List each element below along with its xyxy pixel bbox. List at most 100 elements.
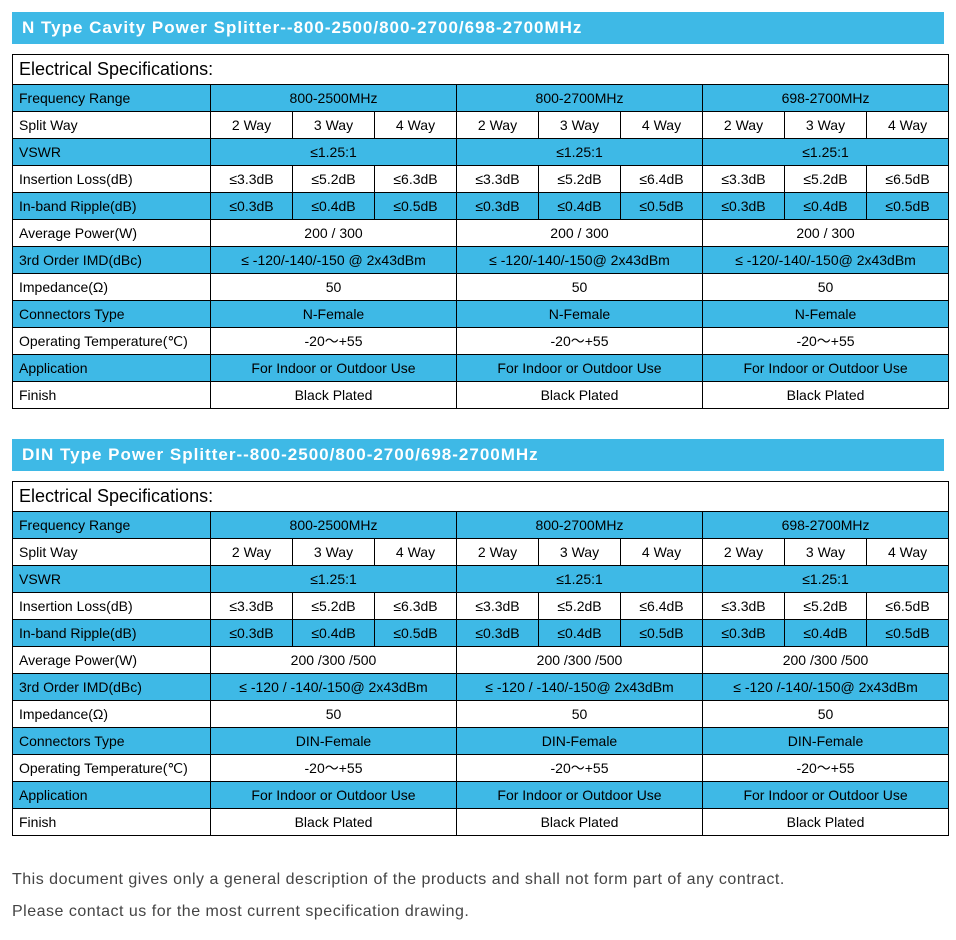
cell: ≤0.4dB <box>785 193 867 220</box>
cell: 200 /300 /500 <box>211 647 457 674</box>
cell: ≤6.3dB <box>375 593 457 620</box>
table-row: Average Power(W)200 /300 /500200 /300 /5… <box>13 647 949 674</box>
cell: ≤ -120 / -140/-150@ 2x43dBm <box>457 674 703 701</box>
row-label: 3rd Order IMD(dBc) <box>13 247 211 274</box>
cell: 698-2700MHz <box>703 85 949 112</box>
cell: 50 <box>211 701 457 728</box>
cell: N-Female <box>457 301 703 328</box>
table-row: VSWR≤1.25:1≤1.25:1≤1.25:1 <box>13 566 949 593</box>
table-row: Split Way2 Way3 Way4 Way2 Way3 Way4 Way2… <box>13 112 949 139</box>
cell: ≤0.4dB <box>293 193 375 220</box>
row-label: VSWR <box>13 566 211 593</box>
cell: For Indoor or Outdoor Use <box>457 782 703 809</box>
cell: -20～+55 <box>457 755 703 782</box>
cell: DIN-Female <box>457 728 703 755</box>
table-row: FinishBlack PlatedBlack PlatedBlack Plat… <box>13 382 949 409</box>
cell: 4 Way <box>867 112 949 139</box>
cell: ≤0.4dB <box>293 620 375 647</box>
cell: 200 /300 /500 <box>703 647 949 674</box>
row-label: Connectors Type <box>13 728 211 755</box>
table-row: In-band Ripple(dB)≤0.3dB≤0.4dB≤0.5dB≤0.3… <box>13 620 949 647</box>
cell: ≤0.5dB <box>375 620 457 647</box>
cell: ≤3.3dB <box>211 166 293 193</box>
row-label: Finish <box>13 382 211 409</box>
cell: 3 Way <box>293 112 375 139</box>
table-row: Impedance(Ω)505050 <box>13 701 949 728</box>
cell: 200 / 300 <box>211 220 457 247</box>
cell: ≤5.2dB <box>293 593 375 620</box>
table-row: Frequency Range800-2500MHz800-2700MHz698… <box>13 85 949 112</box>
cell: ≤1.25:1 <box>457 566 703 593</box>
row-label: Insertion Loss(dB) <box>13 593 211 620</box>
cell: 2 Way <box>211 539 293 566</box>
section-header-2: Electrical Specifications: <box>13 482 949 512</box>
table-row: In-band Ripple(dB)≤0.3dB≤0.4dB≤0.5dB≤0.3… <box>13 193 949 220</box>
cell: ≤ -120 /-140/-150@ 2x43dBm <box>703 674 949 701</box>
row-label: Frequency Range <box>13 512 211 539</box>
cell: ≤1.25:1 <box>211 566 457 593</box>
cell: ≤0.3dB <box>457 620 539 647</box>
cell: ≤5.2dB <box>785 593 867 620</box>
section-header-1: Electrical Specifications: <box>13 55 949 85</box>
cell: DIN-Female <box>211 728 457 755</box>
cell: ≤0.4dB <box>539 193 621 220</box>
cell: 200 /300 /500 <box>457 647 703 674</box>
cell: ≤0.3dB <box>457 193 539 220</box>
table-row: Operating Temperature(℃)-20～+55-20～+55-2… <box>13 328 949 355</box>
cell: 3 Way <box>785 112 867 139</box>
cell: Black Plated <box>457 382 703 409</box>
cell: ≤ -120 / -140/-150@ 2x43dBm <box>211 674 457 701</box>
row-label: Impedance(Ω) <box>13 274 211 301</box>
row-label: In-band Ripple(dB) <box>13 193 211 220</box>
cell: Black Plated <box>211 809 457 836</box>
table-row: Frequency Range800-2500MHz800-2700MHz698… <box>13 512 949 539</box>
cell: 4 Way <box>375 112 457 139</box>
row-label: Frequency Range <box>13 85 211 112</box>
row-label: Connectors Type <box>13 301 211 328</box>
table-row: 3rd Order IMD(dBc)≤ -120 / -140/-150@ 2x… <box>13 674 949 701</box>
cell: -20～+55 <box>703 755 949 782</box>
footer-note: This document gives only a general descr… <box>12 864 944 928</box>
row-label: Split Way <box>13 539 211 566</box>
cell: ≤5.2dB <box>785 166 867 193</box>
cell: ≤0.3dB <box>211 193 293 220</box>
table-row: ApplicationFor Indoor or Outdoor UseFor … <box>13 782 949 809</box>
cell: 4 Way <box>621 112 703 139</box>
cell: ≤1.25:1 <box>703 566 949 593</box>
cell: ≤1.25:1 <box>457 139 703 166</box>
cell: ≤ -120/-140/-150@ 2x43dBm <box>457 247 703 274</box>
cell: 4 Way <box>375 539 457 566</box>
cell: ≤0.5dB <box>375 193 457 220</box>
cell: ≤6.5dB <box>867 593 949 620</box>
table-row: Insertion Loss(dB)≤3.3dB≤5.2dB≤6.3dB≤3.3… <box>13 593 949 620</box>
table-row: FinishBlack PlatedBlack PlatedBlack Plat… <box>13 809 949 836</box>
cell: 2 Way <box>457 112 539 139</box>
row-label: Impedance(Ω) <box>13 701 211 728</box>
cell: DIN-Female <box>703 728 949 755</box>
cell: ≤ -120/-140/-150 @ 2x43dBm <box>211 247 457 274</box>
cell: 50 <box>457 274 703 301</box>
cell: 4 Way <box>621 539 703 566</box>
cell: ≤6.4dB <box>621 593 703 620</box>
row-label: Operating Temperature(℃) <box>13 328 211 355</box>
cell: ≤0.5dB <box>867 193 949 220</box>
table-row: Connectors TypeN-FemaleN-FemaleN-Female <box>13 301 949 328</box>
cell: ≤0.5dB <box>867 620 949 647</box>
cell: ≤6.3dB <box>375 166 457 193</box>
cell: 800-2700MHz <box>457 512 703 539</box>
cell: Black Plated <box>211 382 457 409</box>
row-label: Insertion Loss(dB) <box>13 166 211 193</box>
cell: ≤3.3dB <box>457 166 539 193</box>
cell: For Indoor or Outdoor Use <box>457 355 703 382</box>
cell: ≤3.3dB <box>211 593 293 620</box>
cell: For Indoor or Outdoor Use <box>211 355 457 382</box>
cell: 3 Way <box>785 539 867 566</box>
table-row: Split Way2 Way3 Way4 Way2 Way3 Way4 Way2… <box>13 539 949 566</box>
cell: ≤0.4dB <box>539 620 621 647</box>
footer-line2: Please contact us for the most current s… <box>12 896 944 928</box>
cell: 50 <box>211 274 457 301</box>
cell: ≤3.3dB <box>703 166 785 193</box>
cell: Black Plated <box>703 382 949 409</box>
spec-table-2: Electrical Specifications: Frequency Ran… <box>12 481 949 836</box>
row-label: Application <box>13 782 211 809</box>
